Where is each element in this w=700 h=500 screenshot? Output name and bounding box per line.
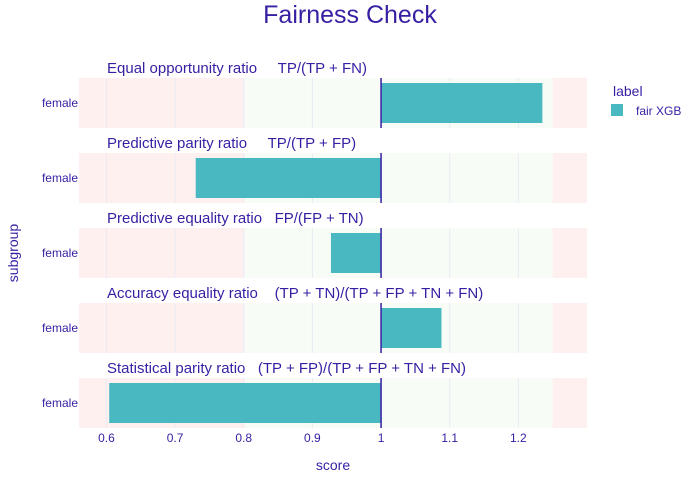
panel-title-3: Predictive equality ratio FP/(FP + TN) bbox=[107, 210, 364, 227]
unfair-zone-right bbox=[552, 78, 587, 128]
unfair-zone-right bbox=[552, 378, 587, 428]
unfair-zone-right bbox=[552, 153, 587, 203]
category-label-2: female bbox=[42, 171, 78, 185]
fair-zone bbox=[243, 228, 553, 278]
x-tick-label: 1 bbox=[378, 431, 385, 445]
bar-1[interactable] bbox=[381, 83, 543, 123]
x-axis-label: score bbox=[316, 457, 350, 473]
x-axis-ticks: 0.6 0.7 0.8 0.9 1 1.1 1.2 bbox=[98, 431, 527, 445]
unfair-zone-left bbox=[79, 303, 244, 353]
legend-entry-label[interactable]: fair XGB bbox=[636, 104, 681, 118]
y-axis-label: subgroup bbox=[5, 224, 21, 283]
panel-3: Predictive equality ratio FP/(FP + TN) fe… bbox=[42, 210, 587, 278]
panel-1: Equal opportunity ratio TP/(TP + FN) fema… bbox=[42, 60, 587, 128]
panel-5: Statistical parity ratio (TP + FP)/(TP +… bbox=[42, 360, 587, 428]
legend[interactable]: label fair XGB bbox=[611, 83, 681, 118]
unfair-zone-left bbox=[79, 228, 244, 278]
category-label-4: female bbox=[42, 321, 78, 335]
chart-title: Fairness Check bbox=[263, 1, 437, 29]
unfair-zone-right bbox=[552, 303, 587, 353]
x-tick-label: 1.1 bbox=[441, 431, 458, 445]
x-tick-label: 0.8 bbox=[235, 431, 252, 445]
x-tick-label: 1.2 bbox=[510, 431, 527, 445]
chart-panels: Equal opportunity ratio TP/(TP + FN) fema… bbox=[42, 60, 587, 428]
unfair-zone-right bbox=[552, 228, 587, 278]
x-tick-label: 0.6 bbox=[98, 431, 115, 445]
bar-2[interactable] bbox=[195, 158, 382, 198]
category-label-3: female bbox=[42, 246, 78, 260]
unfair-zone-left bbox=[79, 78, 244, 128]
bar-4[interactable] bbox=[381, 308, 442, 348]
legend-swatch[interactable] bbox=[611, 104, 623, 116]
panel-title-1: Equal opportunity ratio TP/(TP + FN) bbox=[107, 60, 367, 77]
panel-title-5: Statistical parity ratio (TP + FP)/(TP +… bbox=[107, 360, 466, 377]
legend-title: label bbox=[613, 83, 643, 99]
panel-2: Predictive parity ratio TP/(TP + FP) fema… bbox=[42, 135, 587, 203]
panel-title-2: Predictive parity ratio TP/(TP + FP) bbox=[107, 135, 356, 152]
bar-3[interactable] bbox=[330, 233, 382, 273]
panel-title-4: Accuracy equality ratio (TP + TN)/(TP + … bbox=[107, 285, 483, 302]
category-label-5: female bbox=[42, 396, 78, 410]
x-tick-label: 0.9 bbox=[304, 431, 321, 445]
category-label-1: female bbox=[42, 96, 78, 110]
panel-4: Accuracy equality ratio (TP + TN)/(TP + … bbox=[42, 285, 587, 353]
x-tick-label: 0.7 bbox=[167, 431, 184, 445]
bar-5[interactable] bbox=[109, 383, 382, 423]
